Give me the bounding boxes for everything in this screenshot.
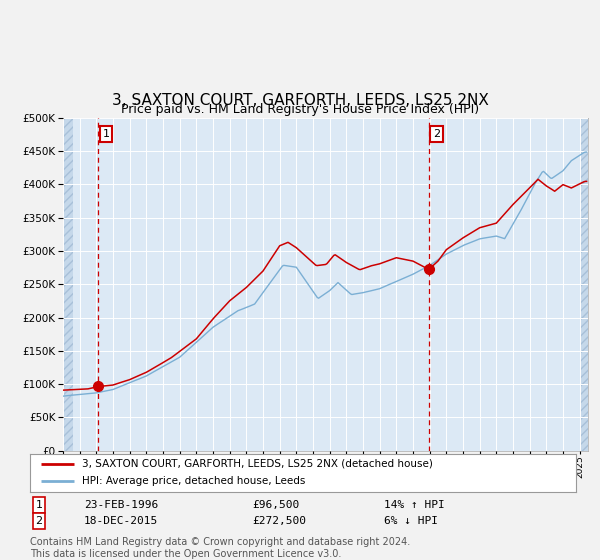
Text: 3, SAXTON COURT, GARFORTH, LEEDS, LS25 2NX (detached house): 3, SAXTON COURT, GARFORTH, LEEDS, LS25 2… [82, 459, 433, 469]
Text: Price paid vs. HM Land Registry's House Price Index (HPI): Price paid vs. HM Land Registry's House … [121, 104, 479, 116]
Text: £272,500: £272,500 [252, 516, 306, 526]
Text: 18-DEC-2015: 18-DEC-2015 [84, 516, 158, 526]
Text: 3, SAXTON COURT, GARFORTH, LEEDS, LS25 2NX: 3, SAXTON COURT, GARFORTH, LEEDS, LS25 2… [112, 92, 488, 108]
Text: HPI: Average price, detached house, Leeds: HPI: Average price, detached house, Leed… [82, 477, 305, 487]
Text: 1: 1 [103, 129, 110, 139]
Text: 2: 2 [433, 129, 440, 139]
Text: 6% ↓ HPI: 6% ↓ HPI [384, 516, 438, 526]
Text: 23-FEB-1996: 23-FEB-1996 [84, 500, 158, 510]
Text: £96,500: £96,500 [252, 500, 299, 510]
Text: 1: 1 [35, 500, 43, 510]
Text: 14% ↑ HPI: 14% ↑ HPI [384, 500, 445, 510]
Text: Contains HM Land Registry data © Crown copyright and database right 2024.
This d: Contains HM Land Registry data © Crown c… [30, 537, 410, 559]
Text: 2: 2 [35, 516, 43, 526]
Bar [580, 118, 590, 451]
Bar [63, 118, 73, 451]
